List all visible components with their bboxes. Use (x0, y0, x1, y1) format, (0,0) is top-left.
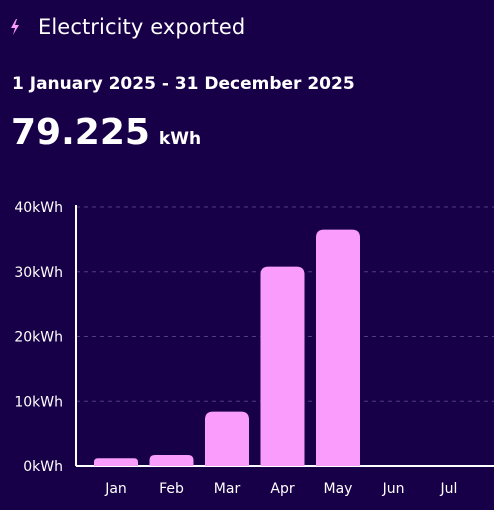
x-tick-label: Jun (382, 481, 405, 497)
y-tick-label: 20kWh (14, 330, 63, 346)
bar-may (316, 229, 360, 466)
bar-chart-svg: 0kWh 10kWh 20kWh 30kWh 40kWh Jan Feb Mar Apr May J… (14, 200, 494, 497)
bar-mar (205, 411, 249, 466)
y-tick-label: 10kWh (14, 394, 63, 410)
y-tick-label: 40kWh (14, 200, 63, 216)
monthly-export-chart: 0kWh 10kWh 20kWh 30kWh 40kWh Jan Feb Mar Apr May J… (0, 190, 494, 510)
y-tick-label: 30kWh (14, 265, 63, 281)
x-tick-label: Jan (104, 481, 127, 497)
chart-title: Electricity exported (38, 15, 246, 39)
total-exported: 79.225 kWh (11, 112, 201, 153)
bar-apr (260, 266, 305, 466)
y-tick-label: 0kWh (23, 459, 63, 475)
x-tick-label: Jul (440, 481, 458, 497)
bar-feb (149, 454, 194, 466)
x-tick-label: Mar (214, 481, 241, 497)
chart-header: Electricity exported (8, 12, 245, 42)
x-tick-label: May (324, 481, 353, 497)
lightning-bolt-icon (11, 19, 19, 35)
bar-jan (94, 458, 138, 466)
total-value: 79.225 (11, 112, 150, 153)
date-range: 1 January 2025 - 31 December 2025 (12, 74, 355, 94)
x-tick-label: Apr (270, 481, 294, 497)
total-unit: kWh (158, 129, 202, 149)
x-tick-label: Feb (159, 481, 184, 497)
